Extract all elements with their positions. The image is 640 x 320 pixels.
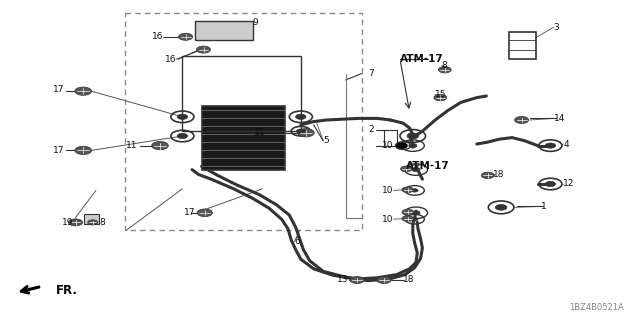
Circle shape	[401, 166, 412, 172]
Text: 12: 12	[563, 180, 575, 188]
Text: 3: 3	[554, 23, 559, 32]
Text: 17: 17	[52, 85, 64, 94]
Circle shape	[407, 133, 419, 139]
Text: 10: 10	[382, 215, 394, 224]
Text: 19: 19	[62, 218, 74, 227]
Text: 6: 6	[294, 237, 300, 246]
Text: 13: 13	[337, 276, 349, 284]
Circle shape	[412, 189, 418, 192]
Text: 10: 10	[382, 141, 394, 150]
Circle shape	[401, 144, 406, 147]
Circle shape	[179, 33, 193, 40]
Circle shape	[412, 168, 420, 172]
Text: 9: 9	[253, 18, 259, 27]
Text: 4: 4	[563, 140, 569, 148]
Text: 1BZ4B0521A: 1BZ4B0521A	[569, 303, 624, 312]
Circle shape	[350, 276, 364, 284]
Bar	[182, 56, 301, 131]
Text: 17: 17	[52, 146, 64, 155]
Text: 11: 11	[126, 141, 138, 150]
Text: 16: 16	[164, 55, 176, 64]
Text: ATM-17: ATM-17	[406, 161, 450, 172]
Text: 7: 7	[368, 69, 374, 78]
Circle shape	[412, 211, 420, 215]
Circle shape	[402, 187, 413, 193]
Circle shape	[75, 146, 92, 155]
Text: 5: 5	[323, 136, 329, 145]
Circle shape	[75, 87, 92, 95]
Circle shape	[197, 209, 212, 217]
Circle shape	[412, 218, 418, 221]
Circle shape	[177, 114, 188, 119]
Circle shape	[196, 46, 211, 53]
Circle shape	[177, 133, 188, 139]
Circle shape	[152, 141, 168, 150]
Circle shape	[88, 220, 98, 225]
Text: 1: 1	[541, 202, 547, 211]
Circle shape	[296, 114, 306, 119]
Text: 18: 18	[403, 276, 415, 284]
Text: 16: 16	[152, 32, 163, 41]
Circle shape	[298, 129, 314, 137]
Bar	[125, 13, 362, 230]
Circle shape	[495, 204, 507, 210]
Text: 18: 18	[493, 170, 504, 179]
Bar	[195, 21, 253, 40]
Text: 17: 17	[184, 208, 195, 217]
Text: ATM-17: ATM-17	[400, 54, 444, 64]
Circle shape	[377, 276, 391, 284]
Bar	[509, 32, 536, 59]
Circle shape	[515, 116, 529, 124]
Circle shape	[481, 172, 494, 179]
Text: 10: 10	[382, 186, 394, 195]
Circle shape	[68, 219, 83, 226]
Bar	[84, 214, 99, 224]
Circle shape	[545, 181, 556, 187]
Circle shape	[296, 129, 305, 133]
Circle shape	[397, 143, 407, 148]
Text: 8: 8	[99, 218, 105, 227]
Circle shape	[409, 144, 417, 148]
Circle shape	[402, 209, 413, 215]
Text: 2: 2	[369, 125, 374, 134]
Text: 14: 14	[554, 114, 565, 123]
Text: FR.: FR.	[56, 284, 77, 297]
Bar	[202, 106, 285, 170]
Circle shape	[438, 67, 451, 73]
Circle shape	[434, 94, 447, 101]
Circle shape	[545, 143, 556, 148]
Text: 15: 15	[435, 90, 447, 99]
Text: 11: 11	[254, 128, 266, 137]
Text: 8: 8	[442, 61, 447, 70]
Circle shape	[402, 216, 413, 221]
